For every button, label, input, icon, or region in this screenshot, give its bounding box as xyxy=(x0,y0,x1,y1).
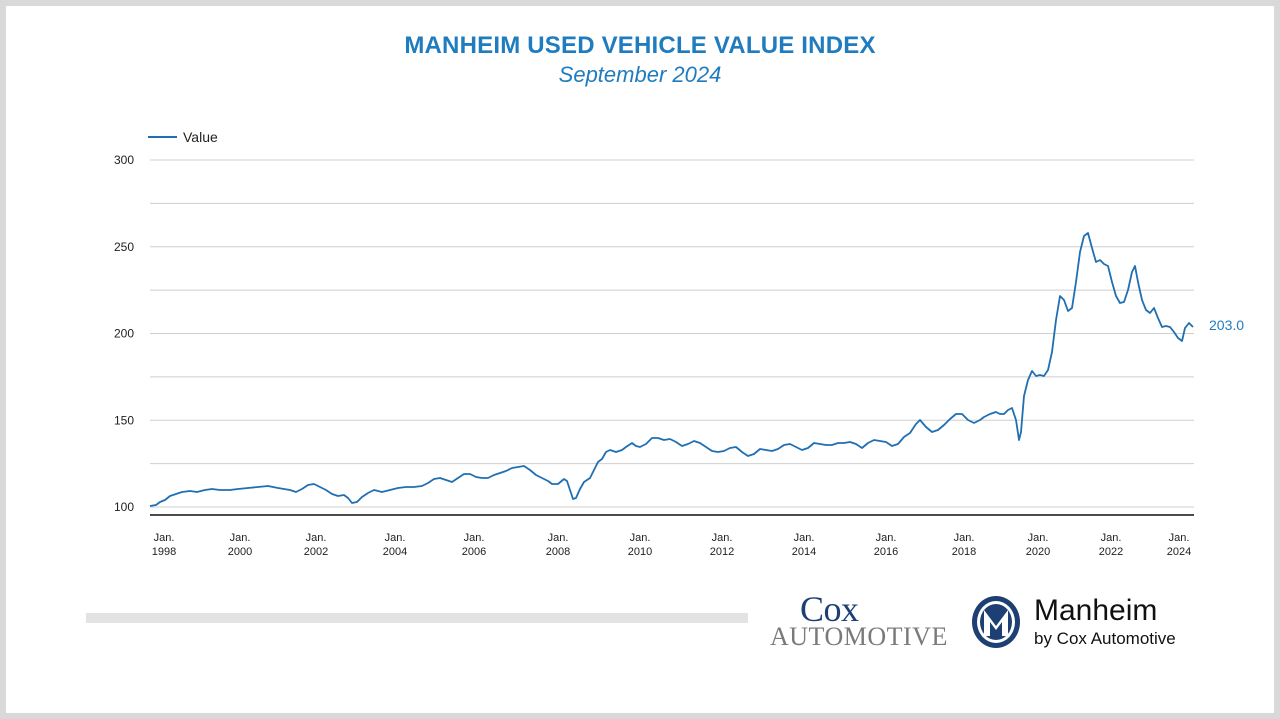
x-tick-label: Jan. xyxy=(385,532,406,544)
chart-frame xyxy=(6,6,1274,713)
x-tick-label: 2024 xyxy=(1167,546,1191,558)
y-tick-label: 300 xyxy=(114,153,134,167)
x-tick-label: Jan. xyxy=(1028,532,1049,544)
x-tick-label: Jan. xyxy=(464,532,485,544)
x-tick-label: 2002 xyxy=(304,546,328,558)
x-tick-label: Jan. xyxy=(954,532,975,544)
manheim-tagline: by Cox Automotive xyxy=(1034,629,1176,648)
x-tick-label: 2014 xyxy=(792,546,816,558)
series-line-value xyxy=(149,232,1194,507)
end-value-label: 203.0 xyxy=(1209,317,1244,333)
x-tick-label: Jan. xyxy=(548,532,569,544)
x-tick-label: 2000 xyxy=(228,546,252,558)
x-tick-label: Jan. xyxy=(876,532,897,544)
x-tick-label: 2012 xyxy=(710,546,734,558)
cox-automotive-logo: Cox Automotive xyxy=(770,588,952,654)
y-tick-label: 250 xyxy=(114,240,134,254)
chart-subtitle: September 2024 xyxy=(558,62,722,87)
legend: Value xyxy=(148,129,218,145)
automotive-logo-wordmark: Automotive xyxy=(770,622,948,651)
x-tick-label: Jan. xyxy=(794,532,815,544)
x-tick-label: 2006 xyxy=(462,546,486,558)
x-tick-label: Jan. xyxy=(230,532,251,544)
y-tick-label: 200 xyxy=(114,327,134,341)
cox-logo-wordmark: Cox xyxy=(800,589,859,629)
line-chart: 100 150 200 250 300 Jan. 1998 Jan. 2000 Jan. 2002… xyxy=(114,129,1244,558)
series-group xyxy=(149,232,1194,507)
x-tick-label: Jan. xyxy=(1169,532,1190,544)
y-axis-ticks: 100 150 200 250 300 xyxy=(114,153,134,514)
x-tick-label: Jan. xyxy=(306,532,327,544)
y-tick-label: 100 xyxy=(114,500,134,514)
x-tick-label: Jan. xyxy=(630,532,651,544)
legend-label: Value xyxy=(183,129,218,145)
x-axis-ticks: Jan. 1998 Jan. 2000 Jan. 2002 Jan. 2004 Jan. 2006… xyxy=(152,532,1191,558)
x-tick-label: Jan. xyxy=(1101,532,1122,544)
manheim-logo: Manheim by Cox Automotive xyxy=(970,594,1210,654)
x-tick-label: 2004 xyxy=(383,546,407,558)
manheim-m-icon xyxy=(972,596,1020,648)
gridlines xyxy=(150,159,1194,516)
x-tick-label: 2016 xyxy=(874,546,898,558)
x-tick-label: 2022 xyxy=(1099,546,1123,558)
x-tick-label: 2010 xyxy=(628,546,652,558)
x-tick-label: 1998 xyxy=(152,546,176,558)
footer-bar xyxy=(86,613,748,623)
x-tick-label: 2018 xyxy=(952,546,976,558)
x-tick-label: Jan. xyxy=(712,532,733,544)
manheim-wordmark: Manheim xyxy=(1034,594,1158,627)
x-tick-label: 2020 xyxy=(1026,546,1050,558)
x-tick-label: Jan. xyxy=(154,532,175,544)
x-tick-label: 2008 xyxy=(546,546,570,558)
chart-title: MANHEIM USED VEHICLE VALUE INDEX xyxy=(404,32,876,59)
y-tick-label: 150 xyxy=(114,413,134,427)
